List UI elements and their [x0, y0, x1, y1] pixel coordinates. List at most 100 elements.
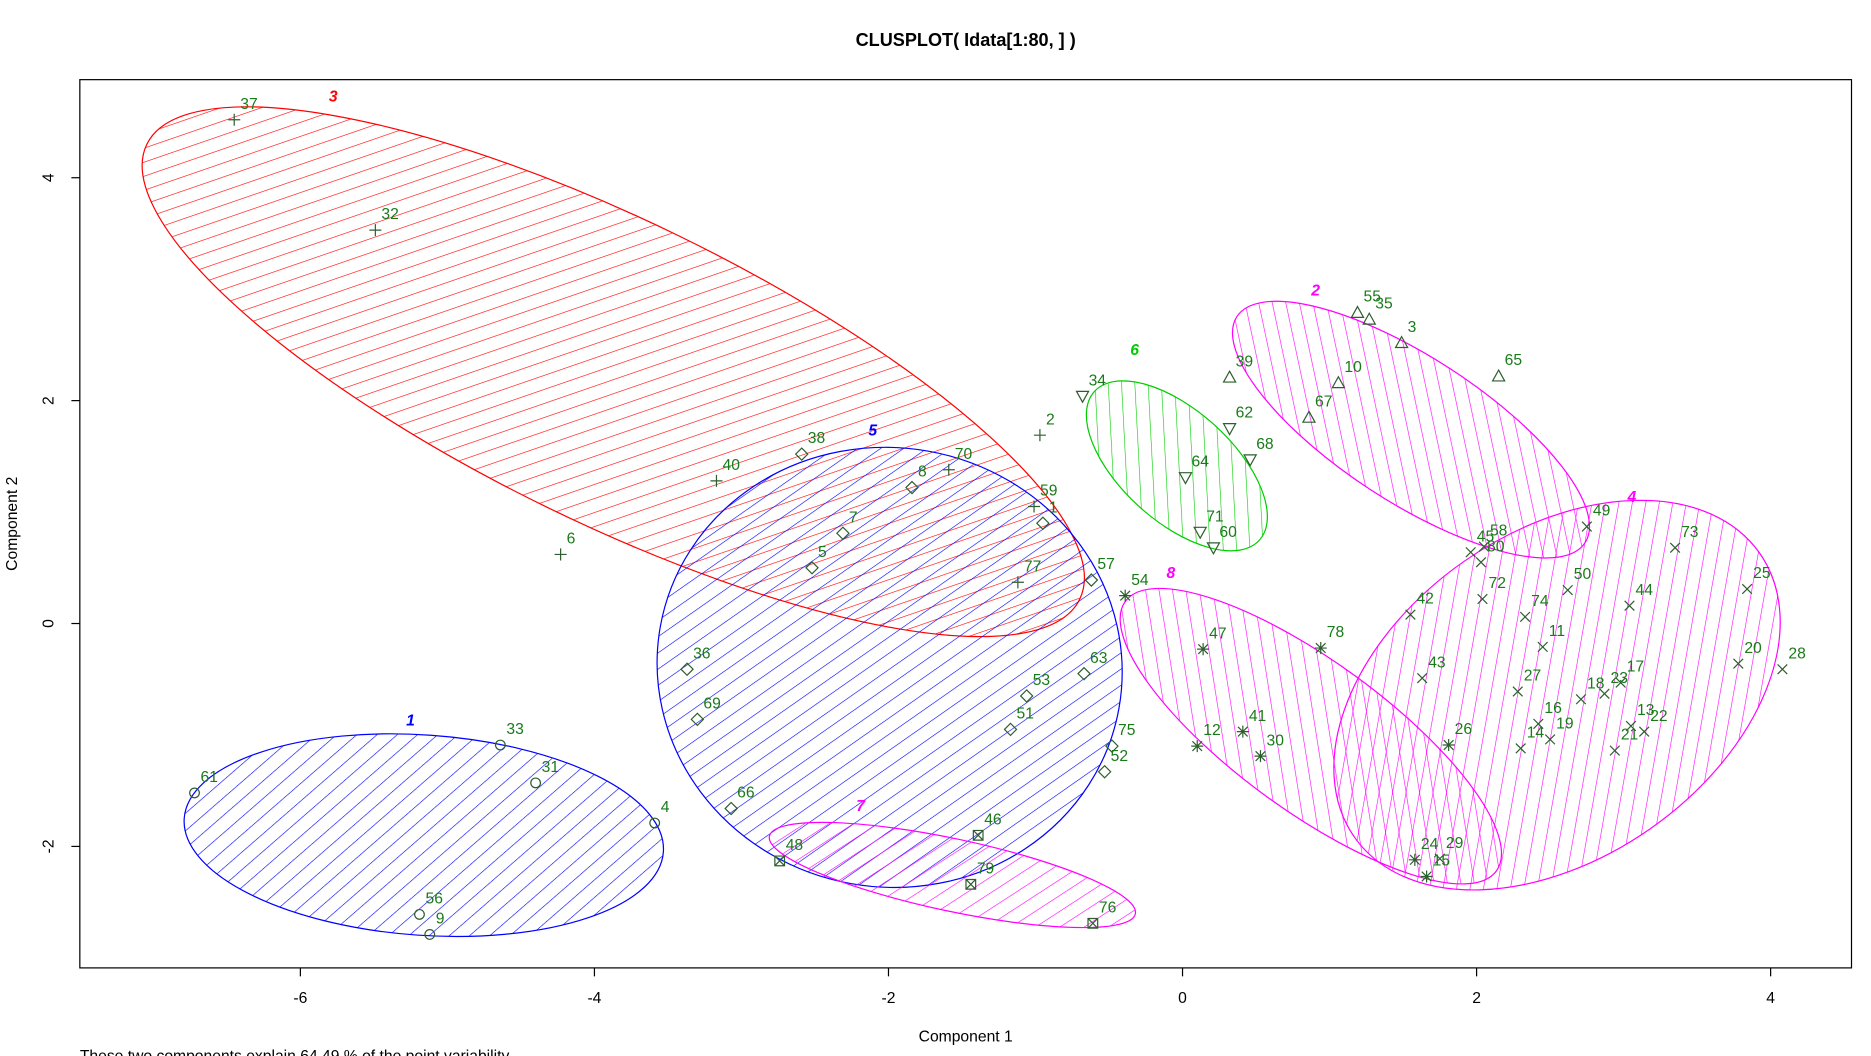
point-label: 58	[1490, 523, 1508, 540]
point	[1222, 369, 1237, 383]
point-label: 14	[1527, 724, 1545, 741]
point	[1512, 686, 1524, 697]
point-label: 73	[1681, 524, 1699, 541]
point-label: 53	[1033, 672, 1051, 689]
point-label: 74	[1531, 593, 1549, 610]
point-label: 19	[1556, 716, 1573, 733]
point-label: 77	[1024, 558, 1041, 575]
point	[1420, 870, 1433, 883]
x-tick-label: -2	[882, 990, 896, 1007]
point-label: 55	[1364, 289, 1382, 306]
cluster-label: 5	[868, 423, 877, 440]
point-label: 36	[693, 645, 711, 662]
footnote: These two components explain 64.49 % of …	[80, 1048, 513, 1056]
point	[965, 878, 977, 890]
cluster-label: 4	[1626, 489, 1636, 506]
point	[1178, 472, 1193, 485]
point-label: 50	[1574, 566, 1592, 583]
x-tick-label: -4	[587, 990, 601, 1007]
point	[794, 447, 809, 462]
point	[424, 929, 436, 940]
cluster-label: 8	[1166, 565, 1175, 582]
point-label: 6	[567, 531, 576, 548]
point-label: 62	[1236, 405, 1253, 422]
point	[1033, 429, 1046, 442]
point-label: 67	[1315, 393, 1332, 410]
point-label: 65	[1505, 352, 1523, 369]
y-tick-label: 2	[40, 396, 57, 405]
point-label: 43	[1428, 654, 1446, 671]
point-label: 32	[381, 206, 398, 223]
cluster-label: 7	[856, 798, 866, 815]
point-label: 56	[426, 891, 444, 908]
point-label: 78	[1327, 624, 1345, 641]
point	[1301, 410, 1317, 423]
cluster-label: 2	[1310, 283, 1320, 300]
x-tick-label: -6	[293, 990, 307, 1007]
point-label: 35	[1375, 295, 1393, 312]
point-label: 54	[1131, 572, 1149, 589]
point	[1350, 305, 1365, 319]
point-label: 41	[1249, 708, 1266, 725]
point	[1119, 589, 1132, 602]
cluster-ellipse	[1085, 380, 1268, 552]
point-label: 68	[1256, 436, 1274, 453]
point	[1562, 584, 1574, 596]
point-label: 49	[1593, 503, 1610, 520]
point-label: 11	[1549, 623, 1565, 640]
point-label: 18	[1587, 675, 1605, 692]
point-label: 10	[1344, 359, 1362, 376]
point	[1408, 853, 1421, 866]
point-label: 80	[1487, 538, 1505, 555]
point	[690, 712, 705, 727]
point-label: 5	[818, 544, 827, 561]
point	[1394, 335, 1409, 349]
point	[836, 526, 850, 541]
point	[1477, 593, 1488, 605]
point-label: 75	[1118, 722, 1136, 739]
point-label: 28	[1788, 645, 1806, 662]
point	[1028, 500, 1041, 513]
y-axis-label: Component 2	[4, 477, 21, 571]
point-label: 30	[1266, 732, 1284, 749]
point	[1197, 643, 1210, 656]
point	[1105, 739, 1119, 754]
point-label: 23	[1611, 670, 1629, 687]
point	[1243, 454, 1258, 467]
point	[680, 662, 694, 677]
point-label: 1	[1049, 499, 1058, 516]
point-label: 45	[1477, 528, 1495, 545]
point-label: 12	[1203, 722, 1220, 739]
point	[1362, 311, 1377, 325]
point	[649, 817, 661, 829]
cluster-label: 3	[329, 88, 338, 105]
point-label: 44	[1636, 582, 1654, 599]
point	[1097, 764, 1112, 779]
point-label: 34	[1089, 372, 1107, 389]
point-label: 17	[1627, 659, 1644, 676]
point	[1222, 423, 1237, 436]
point-label: 3	[1408, 319, 1417, 336]
point-label: 16	[1544, 700, 1562, 717]
point	[710, 474, 723, 487]
point-label: 70	[955, 446, 973, 463]
point	[228, 113, 241, 126]
point	[1537, 641, 1549, 653]
point	[1331, 375, 1346, 389]
x-tick-label: 4	[1766, 990, 1775, 1007]
point-label: 42	[1416, 591, 1433, 608]
point	[1416, 672, 1428, 684]
point-label: 9	[436, 911, 445, 928]
y-tick-label: 4	[40, 173, 57, 182]
point-label: 24	[1421, 836, 1439, 853]
y-tick-label: 0	[40, 619, 57, 628]
point	[1011, 576, 1024, 589]
cluster-ellipse	[183, 733, 665, 938]
point	[1075, 390, 1090, 404]
point	[1084, 573, 1099, 587]
point-label: 26	[1455, 721, 1473, 738]
point-label: 15	[1433, 853, 1451, 870]
cluster-label: 6	[1130, 342, 1139, 359]
